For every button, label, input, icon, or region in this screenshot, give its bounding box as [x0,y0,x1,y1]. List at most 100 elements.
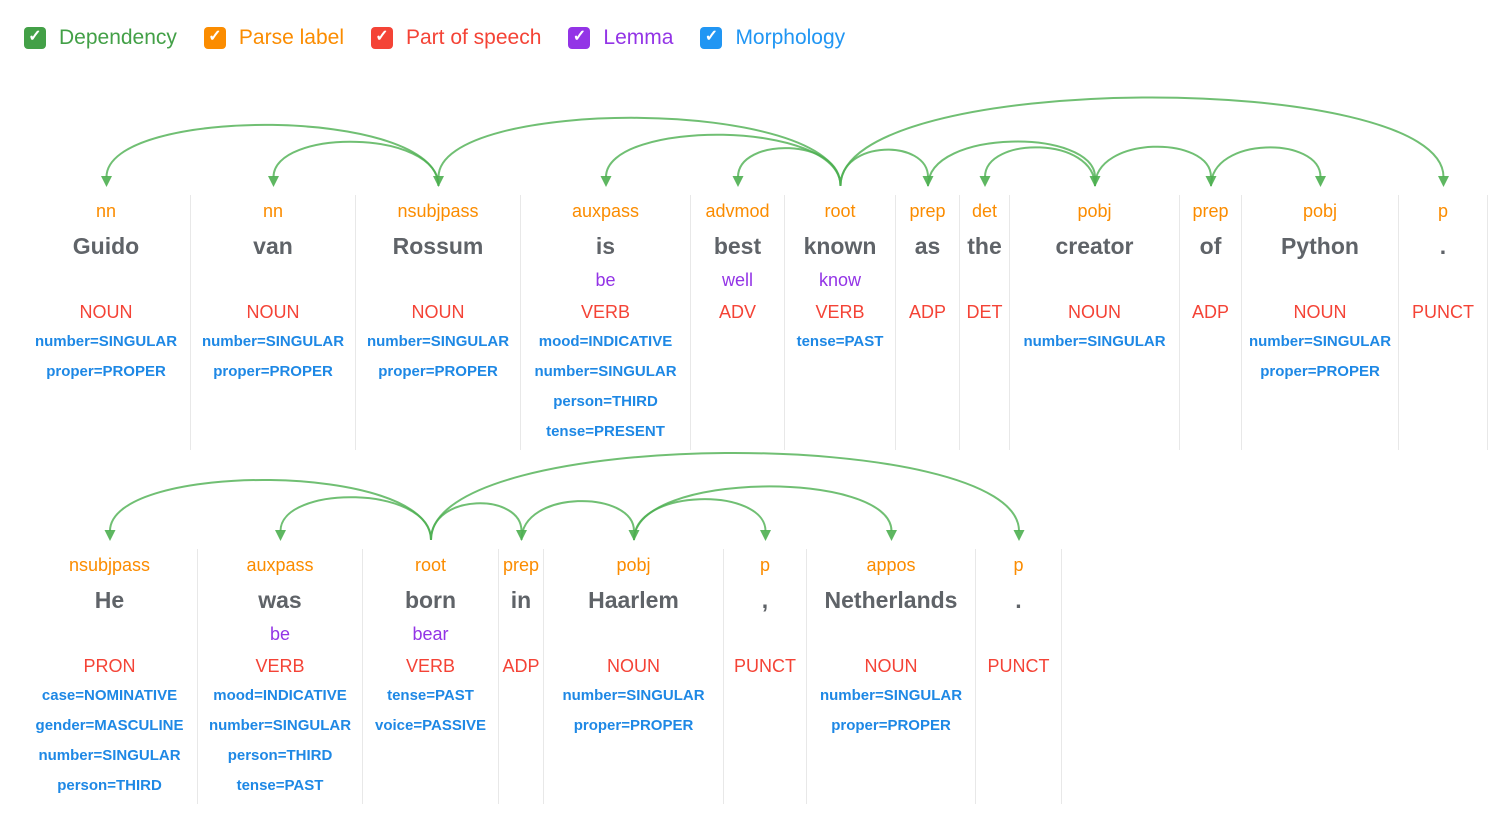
dependency-arc [839,148,929,187]
arc-arrowhead-icon [1205,176,1217,187]
token-lemma [976,621,1061,651]
toggle-label-dependency[interactable]: Dependency [59,26,177,49]
morph-feature: mood=INDICATIVE [213,687,347,704]
dependency-arc [1210,146,1322,187]
token-word: . [1015,587,1022,613]
toggle-part-of-speech[interactable]: ✓ Part of speech [370,26,542,50]
parse-label: pobj [1077,201,1112,221]
token-word: creator [1055,233,1134,259]
parse-label: auxpass [571,201,640,221]
arc-arrowhead-icon [760,530,771,541]
checkmark-icon: ✓ [208,28,222,45]
token-lemma: well [721,270,753,290]
token-word: van [253,233,293,259]
dependency-arc [839,96,1445,187]
morph-feature: proper=PROPER [573,717,694,734]
token-lemma [356,267,520,297]
layer-toggle-toolbar: ✓ Dependency ✓ Parse label ✓ Part of speech ✓ L… [24,26,845,50]
pos-tag: VERB [815,302,865,322]
token-word: He [94,587,125,613]
pos-tag: ADP [1191,302,1229,322]
morph-feature: case=NOMINATIVE [41,687,178,704]
token-lemma [499,621,543,651]
checkmark-icon: ✓ [704,28,719,45]
morphology-checkbox-icon[interactable]: ✓ [700,27,723,49]
morph-feature: number=SINGULAR [819,687,963,704]
pos-tag: NOUN [1293,302,1347,322]
toggle-morphology[interactable]: ✓ Morphology [700,26,845,50]
dependency-arc [984,146,1096,187]
dependency-arc [105,123,440,187]
token-lemma: bear [412,624,449,644]
dependency-arc [737,147,842,187]
parse-label: root [824,201,856,221]
morph-feature: proper=PROPER [46,363,166,380]
toggle-label-lemma[interactable]: Lemma [603,26,674,49]
token-lemma [896,267,959,297]
token-cell-s1-7: prep as ADP [896,195,960,450]
dependency-checkbox-icon[interactable]: ✓ [24,27,46,49]
morph-feature: mood=INDICATIVE [538,333,673,350]
checkmark-icon: ✓ [572,28,587,45]
dependency-arc [272,140,440,187]
token-word: Guido [72,233,140,259]
token-cell-s2-1: nsubjpass He PRON case=NOMINATIVE gender=MAS… [22,549,198,804]
token-cell-s1-2: nn van NOUN number=SINGULAR proper=PROPER [191,195,356,450]
arc-arrowhead-icon [268,176,279,187]
dependency-arc [605,133,842,187]
dependency-arc [520,500,635,541]
toggle-label-part-of-speech[interactable]: Part of speech [405,26,542,49]
token-lemma [1010,267,1179,297]
arc-arrowhead-icon [628,530,640,541]
arc-arrowhead-icon [516,530,527,541]
toggle-label-morphology[interactable]: Morphology [735,26,846,49]
token-lemma [191,267,355,297]
parse-label: nsubjpass [397,201,479,221]
dependency-arc [633,498,767,541]
token-word: in [510,587,532,613]
morph-feature: person=THIRD [57,777,162,794]
toggle-lemma[interactable]: ✓ Lemma [568,26,673,50]
morph-feature: gender=MASCULINE [35,717,184,734]
token-word: best [713,233,762,259]
morph-feature: tense=PRESENT [546,423,665,440]
parse-label: nsubjpass [68,555,151,575]
token-word: Rossum [392,233,484,259]
arc-arrowhead-icon [1089,176,1101,187]
morph-feature: number=SINGULAR [1248,333,1392,350]
morph-feature: number=SINGULAR [1023,333,1166,350]
token-lemma: be [595,270,616,290]
morph-feature: number=SINGULAR [34,333,178,350]
morph-feature: number=SINGULAR [366,333,510,350]
part-of-speech-checkbox-icon[interactable]: ✓ [370,27,393,49]
arc-arrowhead-icon [1438,176,1449,187]
token-lemma [544,621,723,651]
lemma-checkbox-icon[interactable]: ✓ [568,27,591,49]
parse-label: appos [866,555,916,575]
dependency-arc [437,116,842,187]
token-lemma [1399,267,1487,297]
arc-arrowhead-icon [732,176,744,187]
parse-label: det [971,201,998,221]
toggle-parse-label[interactable]: ✓ Parse label [203,26,344,50]
token-lemma [724,621,806,651]
morph-feature: tense=PAST [796,333,884,350]
token-word: of [1199,233,1222,259]
dependency-arc [430,451,1020,541]
parse-label-checkbox-icon[interactable]: ✓ [203,27,226,49]
token-lemma [960,267,1009,297]
pos-tag: VERB [255,656,305,676]
parse-label: nn [262,201,284,221]
checkmark-icon: ✓ [375,28,389,45]
token-word: Haarlem [588,587,679,613]
arc-arrowhead-icon [886,530,897,541]
dependency-arc [633,485,893,541]
morph-feature: number=SINGULAR [208,717,352,734]
morph-feature: number=SINGULAR [534,363,677,380]
toggle-label-parse-label[interactable]: Parse label [238,26,344,49]
toggle-dependency[interactable]: ✓ Dependency [24,26,177,50]
morph-feature: number=SINGULAR [38,747,181,764]
dependency-arc [279,496,432,541]
pos-tag: ADP [908,302,946,322]
token-cell-s2-6: p, PUNCT [724,549,807,804]
